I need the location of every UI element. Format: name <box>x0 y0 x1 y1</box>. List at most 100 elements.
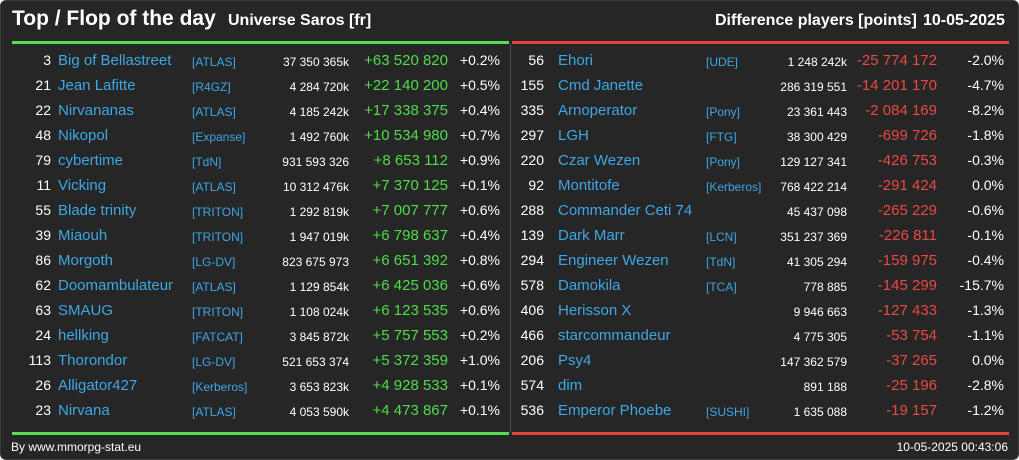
percent-change: +1.0% <box>459 352 500 368</box>
player-name-link[interactable]: Emperor Phoebe <box>558 402 672 419</box>
points-difference: +4 473 867 <box>372 402 449 419</box>
player-row: 63 SMAUG [TRITON] 1 108 024k +6 123 535 +0.6% <box>12 298 509 323</box>
player-name-link[interactable]: Ehori <box>558 52 594 69</box>
alliance-tag-link[interactable]: [TRITON] <box>192 205 244 219</box>
points-difference: +6 425 036 <box>372 277 449 294</box>
player-name-link[interactable]: Commander Ceti 74 <box>558 202 693 219</box>
player-name-link[interactable]: hellking <box>58 327 109 344</box>
player-points: 45 437 098 <box>786 205 847 219</box>
alliance-tag-link[interactable]: [TdN] <box>706 255 736 269</box>
player-name-link[interactable]: Blade trinity <box>58 202 137 219</box>
player-points: 891 188 <box>803 380 847 394</box>
player-name-link[interactable]: Herisson X <box>558 302 632 319</box>
player-name-link[interactable]: Nirvana <box>58 402 110 419</box>
points-difference: +6 123 535 <box>372 302 449 319</box>
player-name-link[interactable]: Vicking <box>58 177 107 194</box>
alliance-tag-link[interactable]: [FTG] <box>706 130 737 144</box>
alliance-tag-link[interactable]: [LCN] <box>706 230 737 244</box>
points-difference: -426 753 <box>877 152 937 169</box>
player-name-link[interactable]: dim <box>558 377 583 394</box>
player-row: 79 cybertime [TdN] 931 593 326 +8 653 112 +0.… <box>12 148 509 173</box>
alliance-tag-link[interactable]: [LG-DV] <box>192 255 236 269</box>
player-name-link[interactable]: LGH <box>558 127 589 144</box>
player-name-link[interactable]: Morgoth <box>58 252 114 269</box>
player-name-link[interactable]: Arnoperator <box>558 102 638 119</box>
player-points: 1 248 242k <box>787 55 847 69</box>
player-rank: 288 <box>520 202 544 218</box>
player-row: 86 Morgoth [LG-DV] 823 675 973 +6 651 392 +0.… <box>12 248 509 273</box>
player-row: 23 Nirvana [ATLAS] 4 053 590k +4 473 867 +0.1… <box>12 398 509 423</box>
alliance-tag-link[interactable]: [ATLAS] <box>192 55 236 69</box>
top-header-bar <box>12 41 509 44</box>
player-row: 574 dim 891 188 -25 196 -2.8% <box>512 373 1009 398</box>
alliance-tag-link[interactable]: [UDE] <box>706 55 739 69</box>
player-name-link[interactable]: Dark Marr <box>558 227 625 244</box>
points-difference: -2 084 169 <box>865 102 937 119</box>
percent-change: +0.6% <box>459 302 500 318</box>
player-name-link[interactable]: Czar Wezen <box>558 152 641 169</box>
player-rank: 48 <box>35 127 51 143</box>
player-name-link[interactable]: Big of Bellastreet <box>58 52 172 69</box>
alliance-tag-link[interactable]: [ATLAS] <box>192 105 236 119</box>
column-divider <box>510 44 511 433</box>
player-name-link[interactable]: Nirvananas <box>58 102 134 119</box>
alliance-tag-link[interactable]: [Kerberos] <box>192 380 248 394</box>
player-name-link[interactable]: Jean Lafitte <box>58 77 136 94</box>
player-row: 22 Nirvananas [ATLAS] 4 185 242k +17 338 375… <box>12 98 509 123</box>
alliance-tag-link[interactable]: [ATLAS] <box>192 405 236 419</box>
player-name-link[interactable]: SMAUG <box>58 302 114 319</box>
alliance-tag-link[interactable]: [LG-DV] <box>192 355 236 369</box>
player-name-link[interactable]: cybertime <box>58 152 124 169</box>
points-difference: +6 651 392 <box>372 252 449 269</box>
player-points: 10 312 476k <box>282 180 349 194</box>
percent-change: +0.4% <box>459 227 500 243</box>
percent-change: -0.6% <box>967 202 1004 218</box>
alliance-tag-link[interactable]: [FATCAT] <box>192 330 243 344</box>
alliance-tag-link[interactable]: [Pony] <box>706 155 741 169</box>
player-name-link[interactable]: Miaouh <box>58 227 108 244</box>
percent-change: -0.4% <box>967 252 1004 268</box>
alliance-tag-link[interactable]: [R4GZ] <box>192 80 231 94</box>
player-name-link[interactable]: starcommandeur <box>558 327 671 344</box>
alliance-tag-link[interactable]: [Expanse] <box>192 130 246 144</box>
player-name-link[interactable]: Thorondor <box>58 352 128 369</box>
percent-change: +0.2% <box>459 327 500 343</box>
player-rank: 297 <box>520 127 544 143</box>
player-row: 466 starcommandeur 4 775 305 -53 754 -1.1% <box>512 323 1009 348</box>
player-rank: 62 <box>35 277 51 293</box>
alliance-tag-link[interactable]: [Kerberos] <box>706 180 762 194</box>
alliance-tag-link[interactable]: [SUSHI] <box>706 405 750 419</box>
alliance-tag-link[interactable]: [ATLAS] <box>192 180 236 194</box>
player-name-link[interactable]: Doomambulateur <box>58 277 174 294</box>
player-name-link[interactable]: Alligator427 <box>58 377 138 394</box>
player-name-link[interactable]: Nikopol <box>58 127 109 144</box>
player-rank: 86 <box>35 252 51 268</box>
player-name-link[interactable]: Engineer Wezen <box>558 252 669 269</box>
player-name-link[interactable]: Cmd Janette <box>558 77 644 94</box>
alliance-tag-link[interactable]: [ATLAS] <box>192 280 236 294</box>
points-difference: +5 757 553 <box>372 327 449 344</box>
player-points: 23 361 443 <box>786 105 847 119</box>
flop-footer-bar <box>512 432 1009 435</box>
top-footer-bar <box>12 432 509 435</box>
alliance-tag-link[interactable]: [TCA] <box>706 280 737 294</box>
percent-change: +0.6% <box>459 202 500 218</box>
alliance-tag-link[interactable]: [TRITON] <box>192 230 244 244</box>
player-name-link[interactable]: Montitofe <box>558 177 620 194</box>
alliance-tag-link[interactable]: [Pony] <box>706 105 741 119</box>
player-points: 521 653 374 <box>282 355 349 369</box>
percent-change: +0.5% <box>459 77 500 93</box>
player-row: 578 Damokila [TCA] 778 885 -145 299 -15.7% <box>512 273 1009 298</box>
percent-change: +0.9% <box>459 152 500 168</box>
player-points: 4 185 242k <box>289 105 349 119</box>
player-rank: 335 <box>520 102 544 118</box>
player-row: 55 Blade trinity [TRITON] 1 292 819k +7 007 … <box>12 198 509 223</box>
player-rank: 55 <box>35 202 51 218</box>
points-difference: +17 338 375 <box>364 102 448 119</box>
alliance-tag-link[interactable]: [TdN] <box>192 155 222 169</box>
player-name-link[interactable]: Psy4 <box>558 352 592 369</box>
alliance-tag-link[interactable]: [TRITON] <box>192 305 244 319</box>
player-rank: 63 <box>35 302 51 318</box>
player-name-link[interactable]: Damokila <box>558 277 621 294</box>
